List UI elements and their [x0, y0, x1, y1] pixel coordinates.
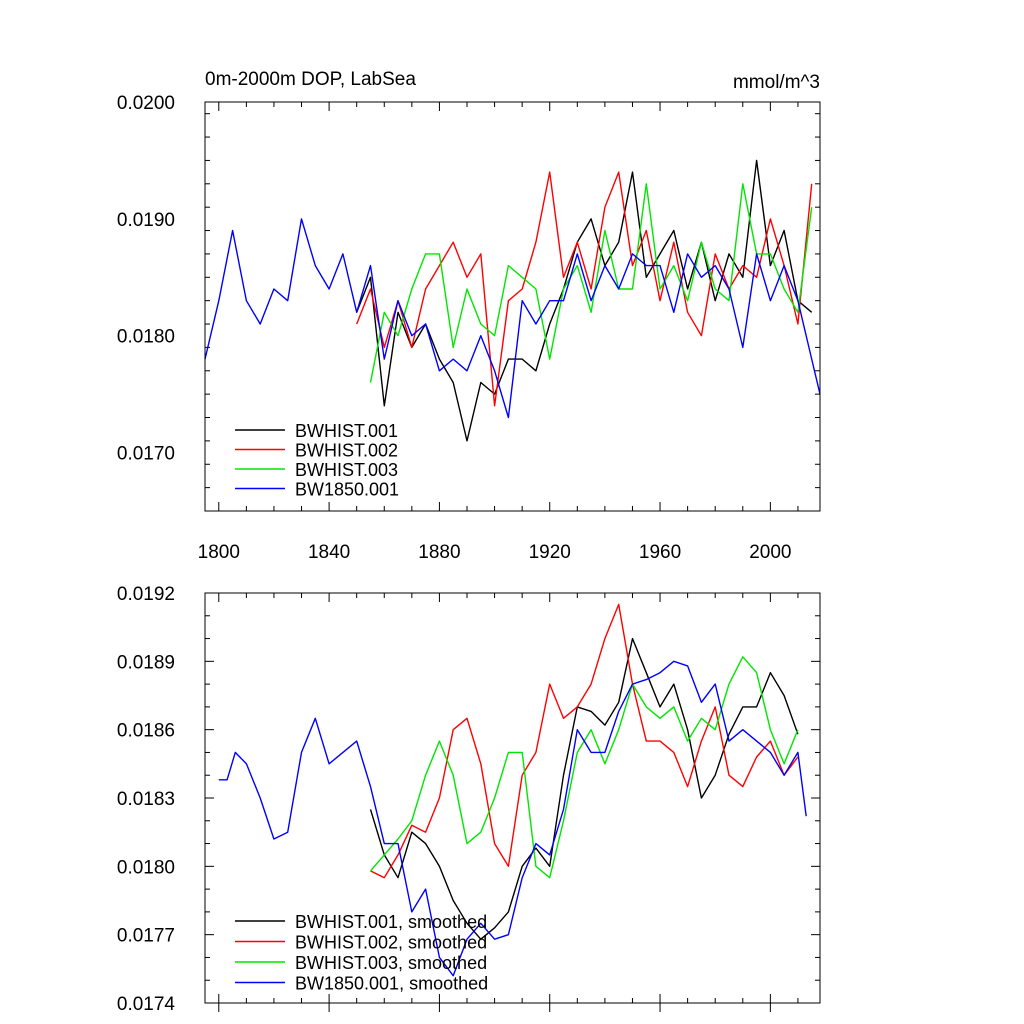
legend-label: BW1850.001 — [295, 480, 399, 500]
series-line — [369, 183, 813, 383]
y-tick-label: 0.0189 — [117, 652, 175, 673]
top-chart-title: 0m-2000m DOP, LabSea — [205, 69, 416, 90]
series-line — [356, 171, 813, 407]
top-axes: 1800 1840 1880 1920 1960 2000 0.0170 0.0180 0.01… — [117, 93, 820, 563]
top-chart-units: mmol/m^3 — [733, 72, 820, 93]
legend-label: BWHIST.002 — [295, 441, 398, 461]
series-line — [218, 660, 807, 977]
legend-label: BWHIST.003 — [295, 460, 398, 480]
y-tick-label: 0.0192 — [117, 584, 175, 605]
y-tick-label: 0.0170 — [117, 444, 175, 465]
y-tick-label: 0.0190 — [117, 210, 175, 231]
top-plot-frame — [204, 101, 821, 512]
x-tick-label: 1920 — [529, 542, 571, 563]
bottom-plot-lines — [218, 603, 807, 977]
legend-label: BWHIST.003, smoothed — [295, 953, 487, 973]
y-tick-label: 0.0177 — [117, 926, 175, 947]
top-plot-lines — [204, 159, 821, 442]
y-tick-label: 0.0174 — [117, 994, 176, 1015]
series-line — [369, 656, 799, 879]
legend-label: BWHIST.001, smoothed — [295, 912, 487, 932]
legend-label: BWHIST.001 — [295, 421, 398, 441]
y-tick-label: 0.0180 — [117, 327, 175, 348]
bottom-plot-frame — [204, 592, 821, 1004]
x-tick-label: 1840 — [308, 542, 350, 563]
x-tick-label: 1960 — [639, 542, 681, 563]
y-tick-label: 0.0180 — [117, 857, 175, 878]
series-line — [204, 218, 821, 419]
y-tick-label: 0.0183 — [117, 789, 175, 810]
bottom-panel: 0.0174 0.0177 0.0180 0.0183 0.0186 0.0189 0.01… — [117, 584, 821, 1015]
series-line — [370, 603, 799, 879]
y-tick-label: 0.0186 — [117, 721, 175, 742]
x-tick-label: 1800 — [198, 542, 240, 563]
x-tick-label: 2000 — [749, 542, 791, 563]
legend-label: BW1850.001, smoothed — [295, 974, 488, 994]
x-tick-label: 1880 — [418, 542, 460, 563]
series-line — [369, 637, 799, 940]
top-panel: 0m-2000m DOP, LabSea mmol/m^3 1800 1840 18… — [117, 69, 821, 563]
series-line — [356, 159, 813, 442]
y-tick-label: 0.0200 — [117, 93, 175, 114]
legend-label: BWHIST.002, smoothed — [295, 933, 487, 953]
